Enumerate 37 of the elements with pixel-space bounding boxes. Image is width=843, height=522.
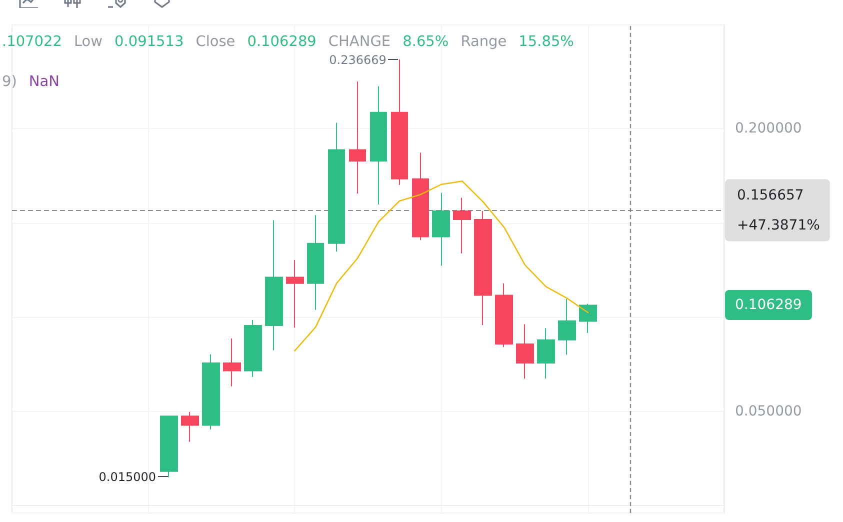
candlestick [453,197,471,254]
candlestick [244,320,262,378]
annotation: 0.106289 [247,34,316,50]
annotation: Close [196,34,236,50]
candlestick [537,328,555,380]
candlestick [474,210,492,326]
y-tick-label: 0.050000 [735,403,802,420]
candlestick [579,303,597,334]
candlestick [412,152,429,241]
annotation: 15.85% [518,34,574,50]
candlestick [307,214,324,310]
annotation: 9) [2,74,17,90]
candlestick [265,220,283,351]
annotation: .107022 [2,34,62,50]
text: 0.106289 [725,290,812,320]
candlestick [202,354,220,430]
annotation: Low [74,34,103,50]
annotation: 0.091513 [114,34,184,50]
annotation: 0.236669 [329,52,386,67]
candlestick [558,298,576,356]
candlestick [328,122,345,252]
candlestick [223,338,241,387]
annotation: Range [460,34,507,50]
y-tick-label: 0.200000 [735,120,802,137]
line-series [294,180,589,352]
annotation: NaN [28,74,60,90]
annotation: 8.65% [402,34,449,50]
candlestick [516,324,534,380]
candlestick [432,192,450,266]
candlestick [370,86,387,206]
candlestick [495,282,513,348]
ref-line-label: 0.156657 +47.3871% [737,187,820,234]
annotation: CHANGE [328,34,391,50]
candlestick [349,80,366,194]
candlestick [181,411,199,442]
candlestick [286,259,304,328]
annotation: 0.015000 [98,470,156,484]
